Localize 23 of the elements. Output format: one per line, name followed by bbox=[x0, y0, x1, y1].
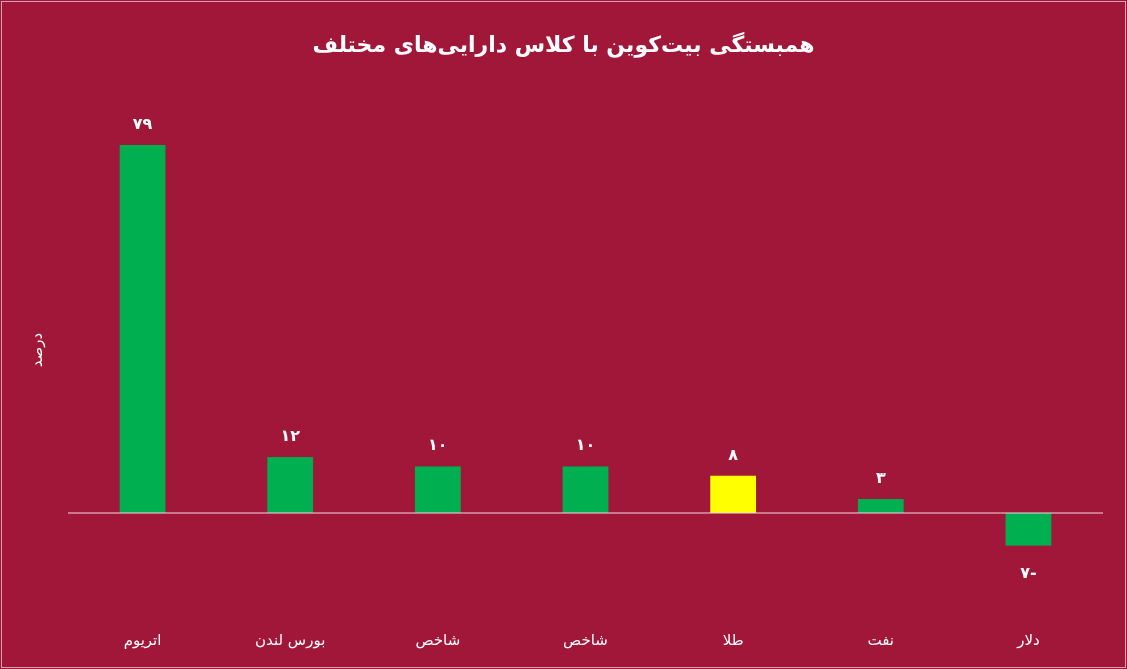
x-tick-label: نفت bbox=[867, 631, 895, 649]
bar bbox=[1005, 513, 1052, 546]
x-tick-label: اتریوم bbox=[123, 631, 162, 649]
y-axis-title: درصد bbox=[28, 332, 46, 368]
x-tick-label: شاخص bbox=[563, 631, 608, 649]
data-label: ۱۰ bbox=[428, 435, 448, 455]
chart-title: همبستگی بیت‌کوین با کلاس دارایی‌های مختلف bbox=[312, 31, 815, 58]
x-tick-label: شاخص bbox=[415, 631, 461, 649]
data-label: ۳ bbox=[875, 468, 886, 488]
data-label: ۱۰ bbox=[575, 435, 596, 455]
x-tick-label: دلار bbox=[1016, 631, 1040, 649]
bar bbox=[857, 499, 904, 513]
data-label: ۸ bbox=[728, 444, 739, 464]
bar bbox=[562, 466, 609, 513]
data-label: -۷ bbox=[1020, 562, 1037, 582]
bar bbox=[414, 466, 461, 513]
bar bbox=[710, 475, 757, 513]
data-label: ۷۹ bbox=[132, 114, 153, 133]
data-label: ۱۲ bbox=[280, 426, 301, 446]
bar bbox=[267, 457, 314, 513]
bar bbox=[119, 145, 166, 513]
x-tick-label: بورس لندن bbox=[255, 631, 326, 649]
x-tick-label: طلا bbox=[722, 631, 744, 649]
